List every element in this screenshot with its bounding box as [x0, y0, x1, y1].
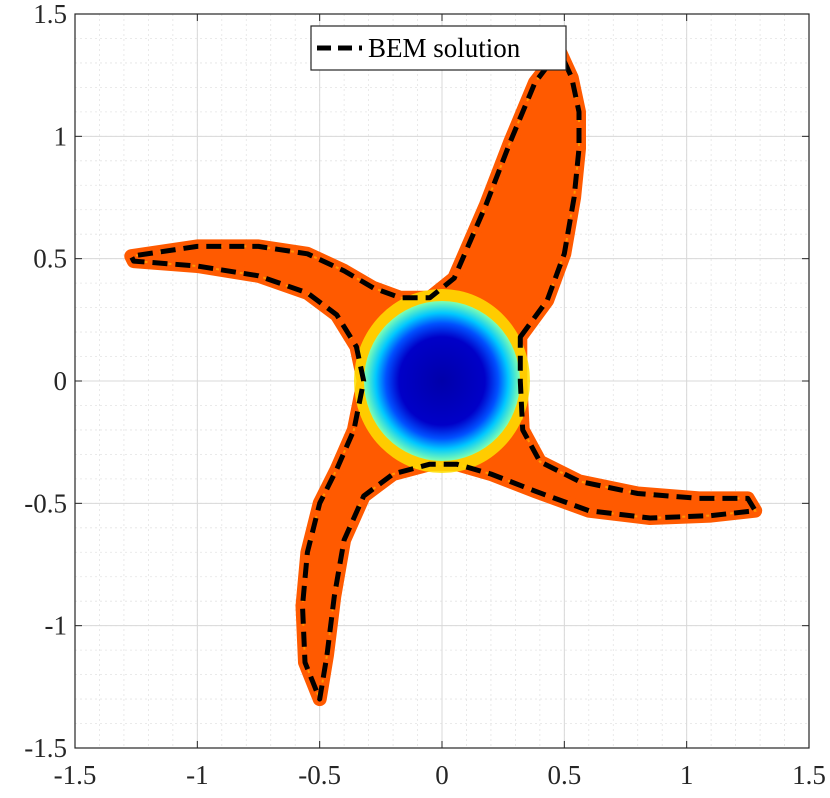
tick-labels: -1.5 -1 -0.5 0 0.5 1 1.5 -1.5 -1 -0.5 0 0.5 1 1.5 — [24, 0, 826, 790]
y-tick-label: -0.5 — [24, 488, 67, 518]
x-tick-label: 0.5 — [547, 760, 581, 790]
y-tick-label: 0.5 — [33, 244, 67, 274]
legend[interactable]: BEM solution — [310, 25, 567, 71]
x-tick-label: -0.5 — [298, 760, 341, 790]
y-tick-label: -1 — [45, 611, 68, 641]
x-tick-label: -1.5 — [54, 760, 97, 790]
y-tick-label: 1 — [54, 121, 68, 151]
x-tick-label: 1.5 — [792, 760, 826, 790]
y-tick-label: 0 — [54, 366, 68, 396]
x-tick-label: -1 — [186, 760, 209, 790]
y-tick-label: -1.5 — [24, 733, 67, 763]
x-tick-label: 1 — [680, 760, 694, 790]
solution-texture — [129, 48, 757, 703]
legend-box — [310, 25, 567, 71]
legend-label: BEM solution — [368, 33, 521, 63]
x-tick-label: 0 — [435, 760, 449, 790]
ticks — [74, 13, 810, 749]
solution-field — [124, 43, 763, 707]
y-tick-label: 1.5 — [33, 0, 67, 29]
solution-core — [364, 301, 520, 461]
